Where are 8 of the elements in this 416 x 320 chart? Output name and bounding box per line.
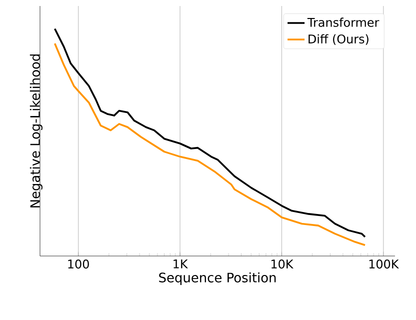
- x-axis-title: Sequence Position: [159, 272, 276, 285]
- legend-label: Diff (Ours): [308, 34, 368, 45]
- legend-label: Transformer: [307, 18, 380, 27]
- x-tick-label: 100K: [369, 260, 399, 269]
- x-tick-label: 1K: [174, 260, 188, 268]
- x-tick-label: 10K: [272, 260, 294, 269]
- y-axis-title: Negative Log-Likelihood: [30, 54, 42, 208]
- x-tick-label: 100: [68, 260, 89, 269]
